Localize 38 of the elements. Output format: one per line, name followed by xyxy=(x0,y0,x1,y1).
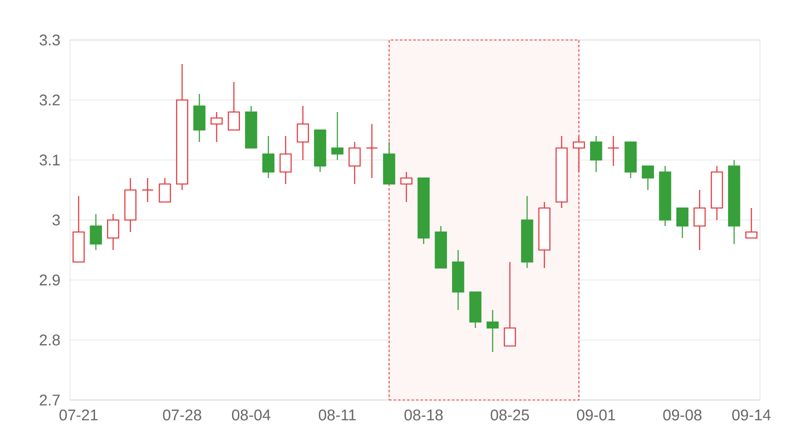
candlestick xyxy=(107,213,120,251)
candlestick xyxy=(607,135,620,167)
y-tick-label: 3.3 xyxy=(40,34,60,46)
candlestick xyxy=(676,207,688,239)
candlestick xyxy=(348,141,361,185)
candlestick xyxy=(280,135,292,185)
y-tick-label: 2.7 xyxy=(40,394,60,406)
candlestick xyxy=(296,105,309,161)
candlestick xyxy=(262,135,274,179)
y-tick-label: 2.8 xyxy=(40,334,60,346)
x-tick-label: 07-28 xyxy=(162,410,202,420)
y-tick-label: 3.2 xyxy=(40,94,60,106)
x-tick-label: 08-11 xyxy=(318,410,356,420)
candlestick xyxy=(331,111,344,161)
x-tick-label: 09-14 xyxy=(732,410,771,420)
y-tick-label: 3.1 xyxy=(40,154,60,166)
candlestick xyxy=(90,213,102,251)
candlestick xyxy=(228,81,240,131)
x-tick-label: 09-08 xyxy=(663,410,702,420)
candlestick xyxy=(158,177,171,203)
candlestick xyxy=(142,177,154,203)
candlestick xyxy=(745,207,758,239)
candlestick xyxy=(210,111,223,143)
candlestick xyxy=(400,171,412,203)
y-tick-label: 2.9 xyxy=(40,274,60,286)
x-tick-label: 08-25 xyxy=(490,410,529,420)
y-tick-label: 3 xyxy=(52,214,60,226)
candlestick xyxy=(366,123,378,179)
candlestick xyxy=(504,261,516,347)
x-tick-label: 07-21 xyxy=(59,410,98,420)
candlestick xyxy=(642,165,654,191)
candlestick xyxy=(694,189,706,251)
candlestick xyxy=(486,309,499,353)
candlestick xyxy=(590,135,602,173)
candlestick xyxy=(193,93,206,143)
x-tick-label: 08-04 xyxy=(232,410,270,420)
x-tick-label: 08-18 xyxy=(404,410,443,420)
x-tick-label: 09-01 xyxy=(576,410,616,420)
